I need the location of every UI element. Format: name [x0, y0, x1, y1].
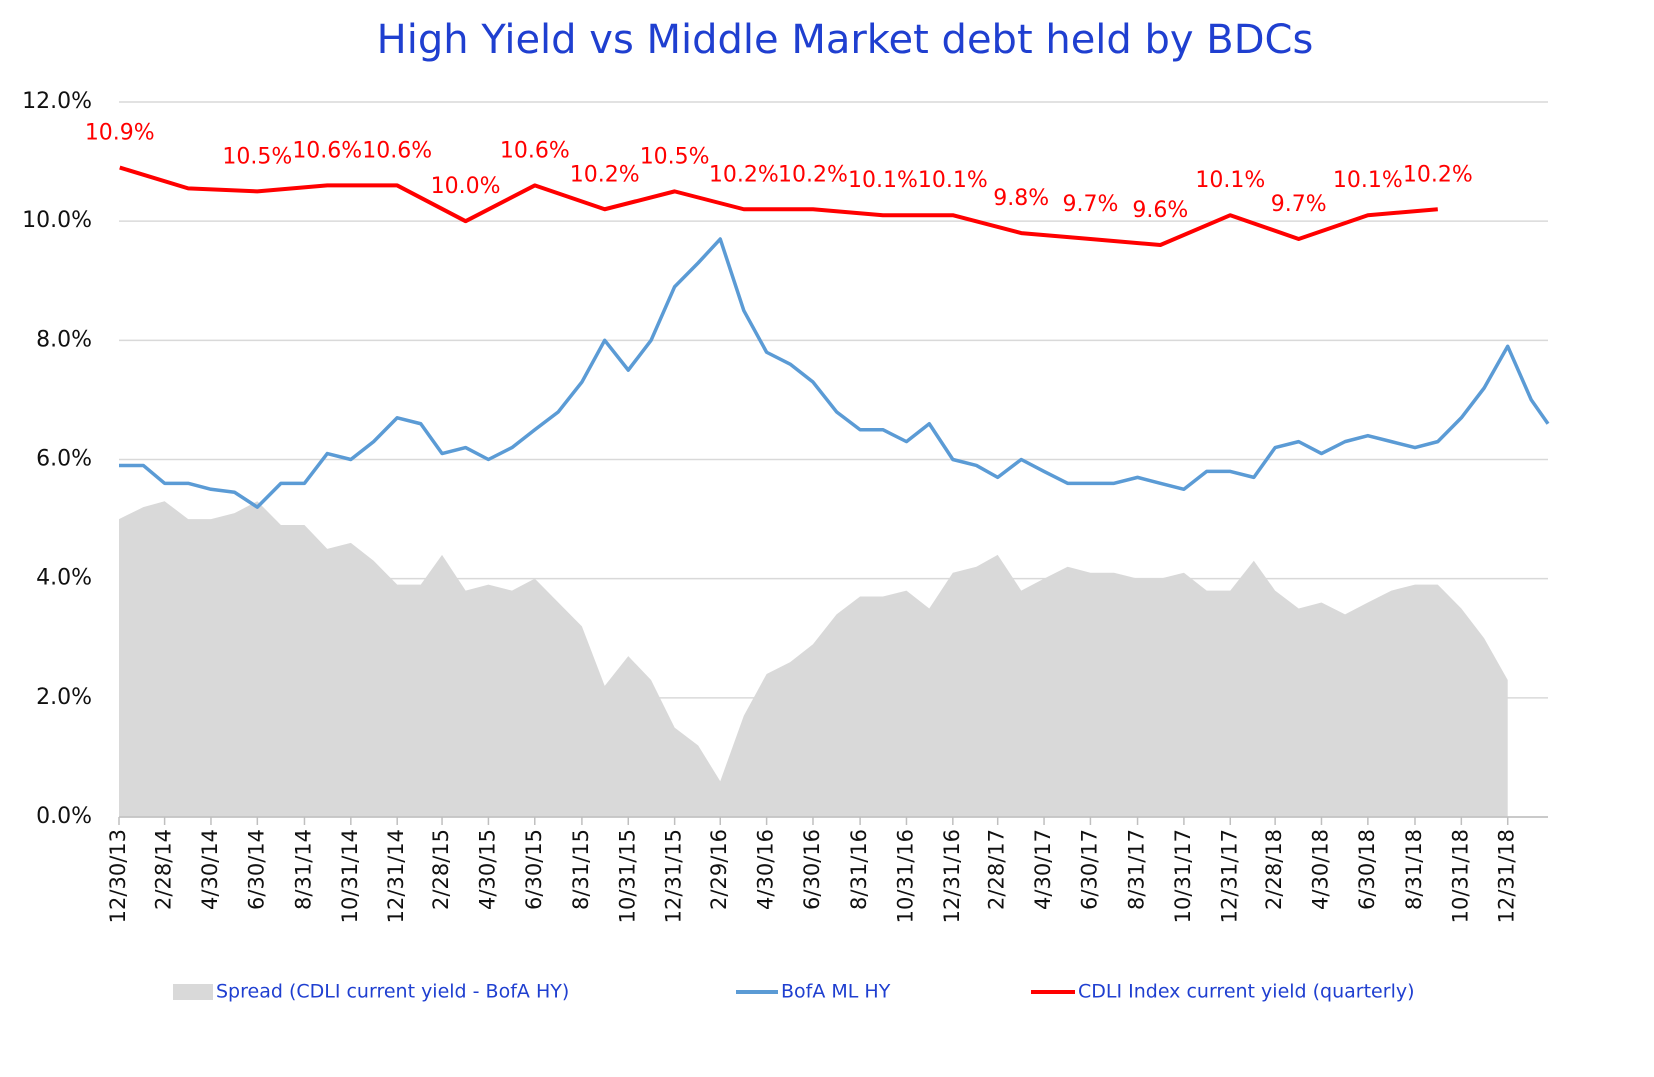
data-label: 10.2% — [1403, 162, 1473, 187]
data-label: 10.0% — [431, 174, 501, 199]
x-tick-label: 8/31/15 — [569, 829, 593, 910]
legend-label: Spread (CDLI current yield - BofA HY) — [216, 981, 569, 1003]
x-tick-label: 4/30/15 — [475, 829, 499, 910]
y-tick-label: 2.0% — [36, 685, 92, 710]
data-label: 10.6% — [500, 138, 570, 163]
legend-label: CDLI Index current yield (quarterly) — [1078, 981, 1415, 1003]
x-tick-label: 8/31/18 — [1402, 829, 1426, 910]
data-label: 10.6% — [362, 138, 432, 163]
y-tick-label: 0.0% — [36, 804, 92, 829]
x-tick-label: 8/31/14 — [291, 829, 315, 910]
data-label: 9.7% — [1271, 192, 1327, 217]
x-tick-label: 2/29/16 — [707, 829, 731, 910]
x-tick-label: 12/31/18 — [1495, 829, 1519, 923]
x-tick-label: 10/31/16 — [893, 829, 917, 923]
x-tick-label: 2/28/17 — [985, 829, 1009, 910]
x-tick-label: 4/30/18 — [1308, 829, 1332, 910]
data-label: 10.1% — [1333, 168, 1403, 193]
x-tick-label: 6/30/15 — [522, 829, 546, 910]
y-tick-label: 6.0% — [36, 447, 92, 472]
data-label: 10.5% — [640, 144, 710, 169]
data-label: 10.1% — [918, 168, 988, 193]
x-tick-label: 4/30/14 — [198, 829, 222, 910]
legend-swatch — [173, 984, 213, 1000]
y-tick-label: 4.0% — [36, 566, 92, 591]
x-tick-label: 6/30/16 — [800, 829, 824, 910]
x-tick-label: 12/31/14 — [384, 829, 408, 923]
x-tick-label: 10/31/15 — [615, 829, 639, 923]
y-tick-label: 8.0% — [36, 327, 92, 352]
data-label: 9.6% — [1132, 198, 1188, 223]
x-tick-label: 6/30/18 — [1355, 829, 1379, 910]
x-tick-label: 2/28/18 — [1262, 829, 1286, 910]
data-label: 10.9% — [85, 121, 155, 146]
data-label: 10.1% — [848, 168, 918, 193]
legend-label: BofA ML HY — [781, 981, 891, 1003]
x-tick-label: 6/30/14 — [244, 829, 268, 910]
data-label: 9.8% — [993, 186, 1049, 211]
x-tick-label: 12/30/13 — [106, 829, 130, 923]
x-tick-label: 12/31/16 — [940, 829, 964, 923]
x-tick-label: 6/30/17 — [1077, 829, 1101, 910]
data-label: 10.5% — [222, 144, 292, 169]
x-tick-label: 10/31/14 — [338, 829, 362, 923]
y-tick-label: 10.0% — [22, 208, 92, 233]
data-label: 10.6% — [292, 138, 362, 163]
x-tick-label: 12/31/15 — [662, 829, 686, 923]
x-tick-label: 8/31/16 — [847, 829, 871, 910]
data-label: 10.1% — [1195, 168, 1265, 193]
x-tick-label: 4/30/16 — [754, 829, 778, 910]
chart-title: High Yield vs Middle Market debt held by… — [377, 17, 1314, 63]
x-tick-label: 4/30/17 — [1031, 829, 1055, 910]
y-tick-label: 12.0% — [22, 89, 92, 114]
x-tick-label: 2/28/15 — [429, 829, 453, 910]
x-tick-label: 10/31/17 — [1171, 829, 1195, 923]
data-label: 10.2% — [709, 162, 779, 187]
line — [119, 165, 1438, 247]
x-tick-label: 2/28/14 — [152, 829, 176, 910]
x-tick-label: 10/31/18 — [1448, 829, 1472, 923]
area — [119, 501, 1508, 817]
data-label: 10.2% — [570, 162, 640, 187]
line — [119, 237, 1550, 509]
data-label: 9.7% — [1062, 192, 1118, 217]
data-label: 10.2% — [778, 162, 848, 187]
x-tick-label: 8/31/17 — [1125, 829, 1149, 910]
x-tick-label: 12/31/17 — [1217, 829, 1241, 923]
